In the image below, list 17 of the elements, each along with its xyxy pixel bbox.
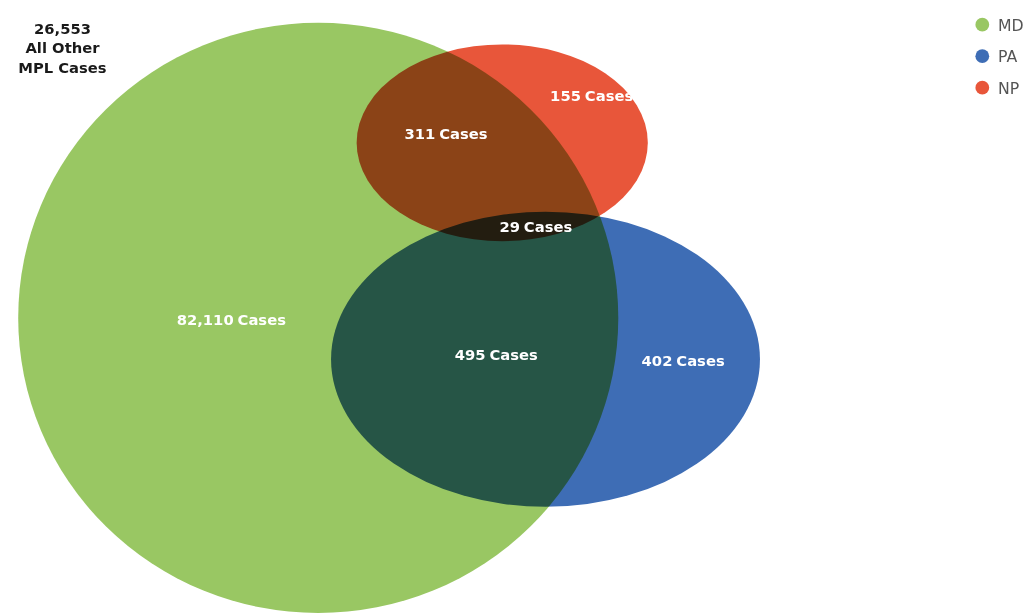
legend-label: MD	[998, 15, 1024, 35]
category-label: All Other MPL Cases	[18, 39, 107, 76]
category-label: Cases	[676, 352, 725, 370]
data-label: 155	[550, 87, 581, 105]
category-label: Cases	[237, 310, 287, 328]
legend-label: NP	[998, 78, 1020, 98]
category-label: Cases	[489, 346, 538, 364]
data-label: 82,110	[176, 310, 234, 328]
category-label: Cases	[584, 87, 634, 105]
category-label: Cases	[523, 218, 573, 236]
data-label: 495	[454, 346, 486, 364]
data-label: 26,553	[34, 19, 91, 37]
category-label: Cases	[439, 124, 488, 142]
data-label: 311	[404, 124, 436, 142]
data-label: 402	[641, 352, 673, 370]
data-label: 29	[499, 218, 520, 236]
legend-label: PA	[998, 47, 1018, 67]
